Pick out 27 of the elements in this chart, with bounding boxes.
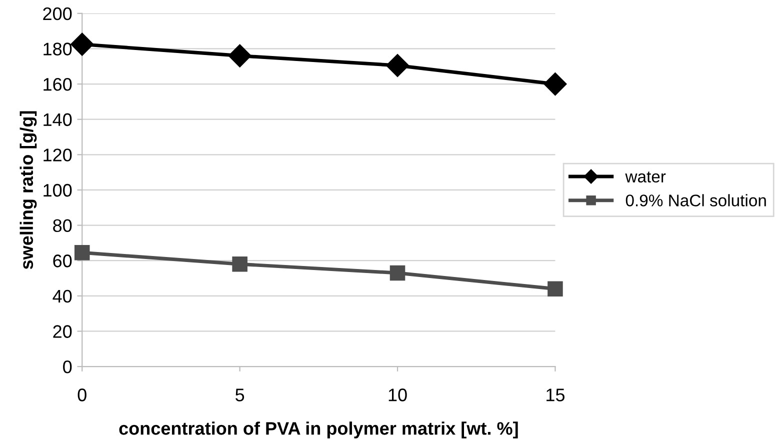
- y-axis-title: swelling ratio [g/g]: [20, 111, 37, 270]
- y-tick-label: 200: [43, 7, 72, 20]
- point: [548, 281, 563, 296]
- y-tick-label: 40: [52, 290, 72, 303]
- x-tick-label: 10: [388, 388, 407, 402]
- point: [228, 44, 252, 68]
- x-tick-label: 0: [78, 388, 86, 402]
- y-tick-label: 80: [53, 219, 72, 232]
- y-tick-label: 0: [63, 360, 72, 374]
- y-tick-label: 160: [44, 78, 72, 91]
- point: [386, 54, 410, 77]
- point: [70, 32, 94, 56]
- y-tick-label: 20: [53, 325, 72, 338]
- point: [390, 265, 406, 281]
- legend-label: water: [625, 172, 666, 183]
- y-tick-label: 140: [44, 113, 72, 126]
- y-tick-label: 120: [44, 148, 72, 162]
- y-tick-label: 60: [53, 254, 72, 268]
- y-tick-label: 100: [44, 184, 72, 197]
- x-tick-label: 5: [236, 388, 244, 402]
- legend-label: 0.9% NaCl solution: [626, 194, 766, 206]
- point: [544, 72, 567, 96]
- point: [232, 256, 248, 272]
- x-tick-label: 15: [546, 388, 565, 402]
- point: [74, 245, 90, 260]
- x-axis-title: concentration of PVA in polymer matrix [wt. %]: [119, 422, 518, 438]
- y-tick-label: 180: [44, 42, 72, 56]
